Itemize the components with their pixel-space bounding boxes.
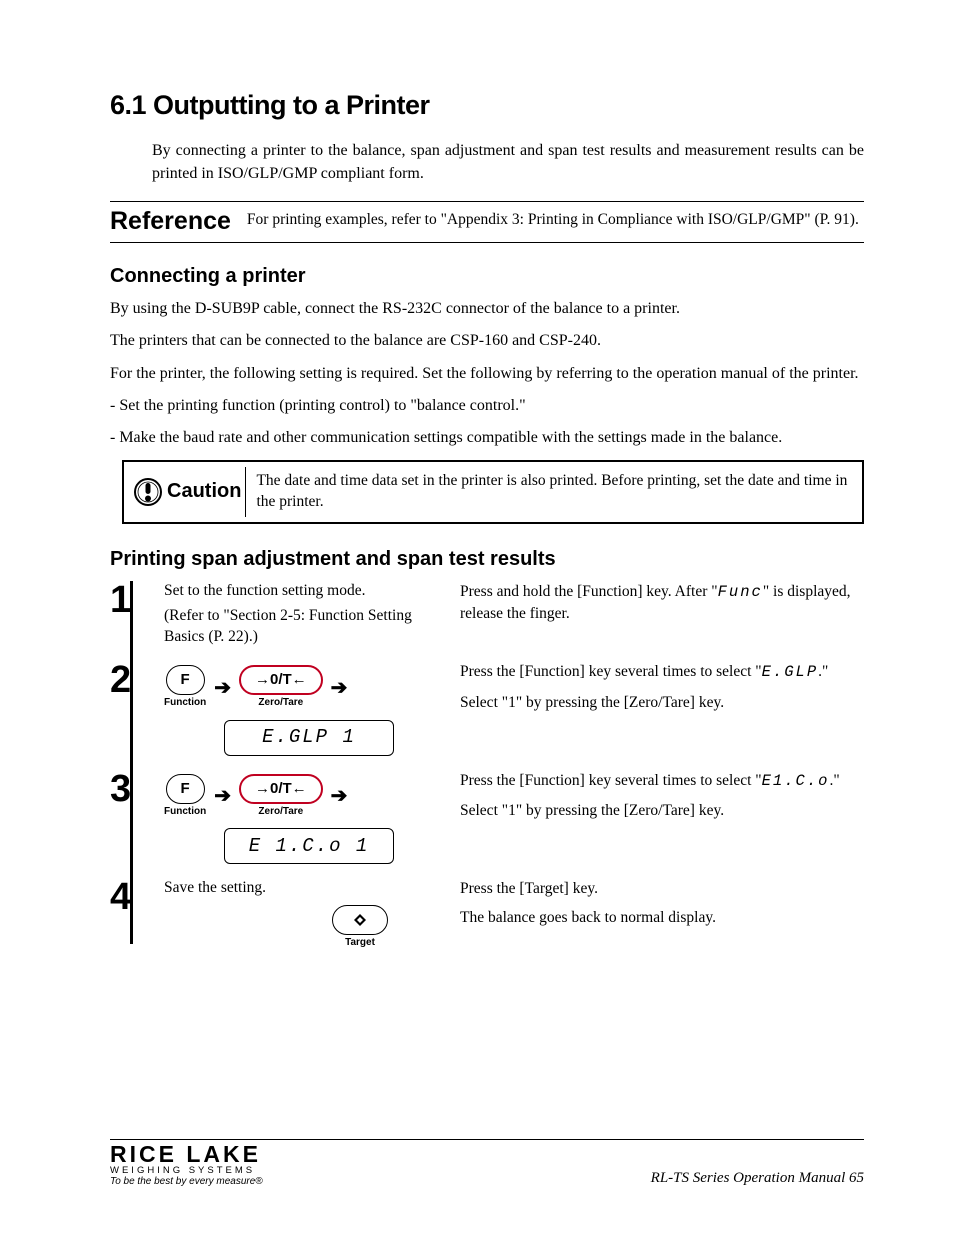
step-3-left: F Function ➔ →0/T← Zero/Tare ➔ E 1.C.o 1 xyxy=(164,770,454,865)
connecting-b2: - Make the baud rate and other communica… xyxy=(110,427,864,449)
caution-text: The date and time data set in the printe… xyxy=(256,467,857,517)
reference-text: For printing examples, refer to "Appendi… xyxy=(247,208,859,231)
function-label: Function xyxy=(164,696,206,710)
step-1-left2: (Refer to "Section 2-5: Function Setting… xyxy=(164,606,436,648)
target-icon xyxy=(353,913,367,927)
connecting-p1: By using the D-SUB9P cable, connect the … xyxy=(110,298,864,320)
logo-sub: WEIGHING SYSTEMS xyxy=(110,1165,263,1176)
connecting-p3: For the printer, the following setting i… xyxy=(110,363,864,385)
step-3-right2: Select "1" by pressing the [Zero/Tare] k… xyxy=(460,800,864,822)
step-1-left: Set to the function setting mode. (Refer… xyxy=(164,581,454,648)
logo-main: RICE LAKE xyxy=(110,1144,263,1165)
printing-heading: Printing span adjustment and span test r… xyxy=(110,548,864,571)
step-2-right-pre: Press the [Function] key several times t… xyxy=(460,663,762,680)
connecting-p2: The printers that can be connected to th… xyxy=(110,330,864,352)
connecting-heading: Connecting a printer xyxy=(110,265,864,288)
zerotare-label: Zero/Tare xyxy=(258,696,303,710)
step-1-num: 1 xyxy=(110,581,164,619)
step-2-right-seg: E.GLP xyxy=(762,663,819,681)
zerotare-key-btn: →0/T← xyxy=(239,774,323,804)
step-4-right2: The balance goes back to normal display. xyxy=(460,907,864,929)
step-4-target-diagram: Target xyxy=(284,905,436,950)
page-footer: RICE LAKE WEIGHING SYSTEMS To be the bes… xyxy=(110,1139,864,1187)
step-3-right: Press the [Function] key several times t… xyxy=(454,770,864,823)
reference-block: Reference For printing examples, refer t… xyxy=(110,201,864,243)
step-4-right: Press the [Target] key. The balance goes… xyxy=(454,878,864,929)
connecting-b1: - Set the printing function (printing co… xyxy=(110,395,864,417)
arrow-icon: ➔ xyxy=(331,781,348,811)
arrow-icon: ➔ xyxy=(214,673,231,703)
target-key-btn xyxy=(332,905,388,935)
step-2: 2 F Function ➔ →0/T← Zero/Tare ➔ E.GLP 1 xyxy=(110,661,864,756)
caution-badge: Caution xyxy=(129,467,246,517)
section-title: 6.1 Outputting to a Printer xyxy=(110,90,864,121)
step-3-right-seg: E1.C.o xyxy=(762,772,830,790)
step-4-left: Save the setting. Target xyxy=(164,878,454,949)
step-2-display: E.GLP 1 xyxy=(224,720,394,756)
step-3-right-pre: Press the [Function] key several times t… xyxy=(460,772,762,789)
step-4-num: 4 xyxy=(110,878,164,916)
target-label: Target xyxy=(345,936,375,950)
step-3-diagram: F Function ➔ →0/T← Zero/Tare ➔ E 1.C.o 1 xyxy=(164,774,436,865)
step-3: 3 F Function ➔ →0/T← Zero/Tare ➔ E 1.C.o… xyxy=(110,770,864,865)
step-2-num: 2 xyxy=(110,661,164,699)
step-4: 4 Save the setting. Target Press the [Ta… xyxy=(110,878,864,949)
step-2-left: F Function ➔ →0/T← Zero/Tare ➔ E.GLP 1 xyxy=(164,661,454,756)
step-1-left1: Set to the function setting mode. xyxy=(164,581,436,602)
function-key-btn: F xyxy=(166,774,205,804)
steps-container: 1 Set to the function setting mode. (Ref… xyxy=(110,581,864,950)
reference-label: Reference xyxy=(110,208,247,236)
step-2-right2: Select "1" by pressing the [Zero/Tare] k… xyxy=(460,692,864,714)
step-1: 1 Set to the function setting mode. (Ref… xyxy=(110,581,864,648)
zerotare-key-btn: →0/T← xyxy=(239,665,323,695)
footer-logo: RICE LAKE WEIGHING SYSTEMS To be the bes… xyxy=(110,1144,263,1187)
arrow-icon: ➔ xyxy=(214,781,231,811)
step-1-right-pre: Press and hold the [Function] key. After… xyxy=(460,583,718,600)
caution-box: Caution The date and time data set in th… xyxy=(122,460,864,524)
step-2-right-post: ." xyxy=(818,663,828,680)
caution-icon xyxy=(133,477,163,507)
zerotare-label: Zero/Tare xyxy=(258,805,303,819)
caution-label: Caution xyxy=(167,480,241,503)
section-intro: By connecting a printer to the balance, … xyxy=(152,139,864,185)
step-3-right-post: ." xyxy=(829,772,839,789)
step-1-right: Press and hold the [Function] key. After… xyxy=(454,581,864,626)
step-3-display: E 1.C.o 1 xyxy=(224,828,394,864)
function-key-btn: F xyxy=(166,665,205,695)
step-2-diagram: F Function ➔ →0/T← Zero/Tare ➔ E.GLP 1 xyxy=(164,665,436,756)
step-4-left-text: Save the setting. xyxy=(164,878,436,899)
arrow-icon: ➔ xyxy=(331,673,348,703)
step-3-num: 3 xyxy=(110,770,164,808)
step-1-right-seg: Func xyxy=(718,583,763,601)
logo-tag: To be the best by every measure® xyxy=(110,1176,263,1187)
step-4-right1: Press the [Target] key. xyxy=(460,878,864,900)
step-2-right: Press the [Function] key several times t… xyxy=(454,661,864,714)
function-label: Function xyxy=(164,805,206,819)
footer-right: RL-TS Series Operation Manual 65 xyxy=(651,1170,864,1187)
